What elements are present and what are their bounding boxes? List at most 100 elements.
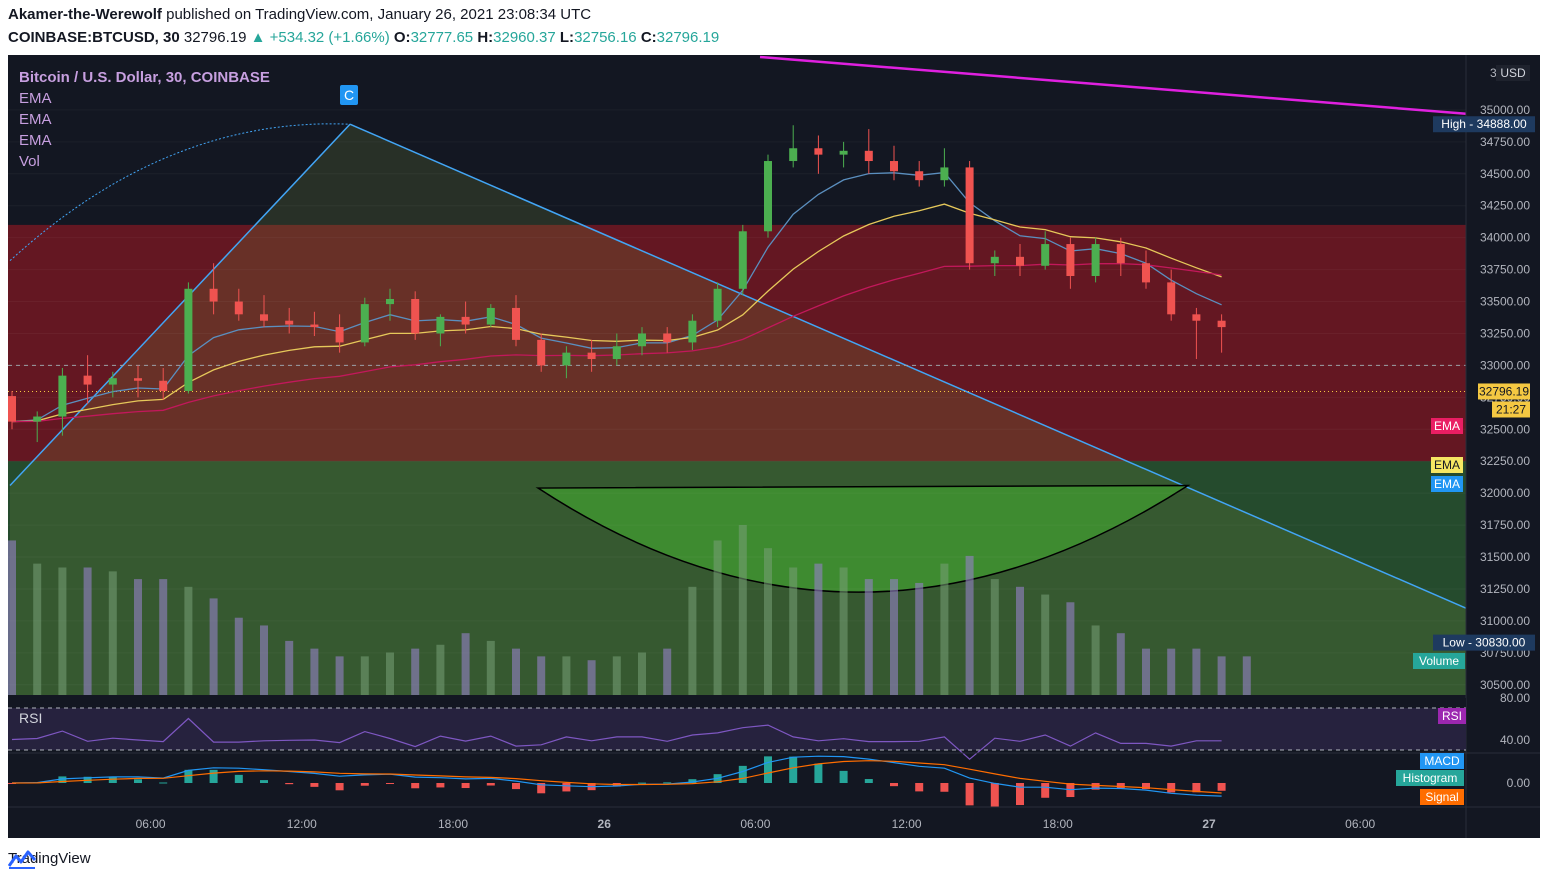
close-label: C: (640, 29, 657, 46)
macd-histogram-bar (8, 783, 16, 784)
histogram-badge-bg (1396, 770, 1464, 786)
candle-body (1217, 320, 1226, 328)
x-tick-label: 06:00 (136, 817, 166, 831)
candle-body (688, 320, 697, 343)
candle-body (915, 171, 924, 181)
macd-tick-zero: 0.00 (1507, 776, 1531, 790)
volume-bar (209, 598, 218, 695)
macd-histogram-bar (209, 769, 218, 783)
candle-body (990, 256, 999, 264)
publisher-line: Akamer-the-Werewolf published on Trading… (8, 6, 591, 23)
currency-badge: USD (1500, 66, 1526, 80)
ema3-badge: EMA (1434, 477, 1460, 491)
volume-bar (713, 540, 722, 695)
chart-panel[interactable]: C 35000.00 34750.00 34500.00 34250.00 34000.0… (8, 55, 1540, 838)
symbol-label: COINBASE:BTCUSD, 30 (8, 29, 180, 46)
macd-histogram-bar (814, 763, 823, 783)
y-tick-label: 34500.00 (1480, 167, 1530, 181)
candle-body (1167, 282, 1176, 315)
volume-bar (814, 563, 823, 695)
legend-ema-3[interactable]: EMA (19, 132, 52, 149)
macd-histogram-bar (537, 783, 546, 794)
x-tick-label: 12:00 (892, 817, 922, 831)
volume-bar (537, 656, 546, 695)
y-tick-label: 31000.00 (1480, 614, 1530, 628)
candle-body (8, 396, 16, 422)
candle-body (386, 298, 394, 305)
countdown-badge-bg (1492, 401, 1530, 418)
legend-ema-1[interactable]: EMA (19, 90, 52, 107)
y-tick-label: 32500.00 (1480, 422, 1530, 436)
rsi-tick-40: 40.00 (1500, 733, 1530, 747)
published-text: published on TradingView.com, January 26… (166, 6, 592, 23)
candle-body (310, 324, 319, 328)
low-badge: Low - 30830.00 (1443, 636, 1526, 650)
y-tick-label: 35000.00 (1480, 103, 1530, 117)
macd-histogram-bar (1167, 783, 1176, 793)
candle-body (134, 378, 142, 381)
y-tick-label: 33000.00 (1480, 358, 1530, 372)
volume-bar (965, 555, 974, 695)
volume-bar (1242, 656, 1251, 695)
volume-bar (335, 656, 344, 695)
macd-histogram-bar (108, 777, 117, 783)
macd-histogram-bar (562, 783, 571, 792)
rsi-badge: RSI (1442, 709, 1462, 723)
candle-body (1142, 263, 1150, 283)
last-price: 32796.19 (183, 29, 247, 46)
y-tick-label: 33250.00 (1480, 326, 1530, 340)
volume-bar (58, 567, 67, 695)
macd-histogram-bar (436, 783, 445, 788)
rsi-label: RSI (19, 710, 42, 726)
volume-bar (738, 525, 747, 695)
ohlc-line: COINBASE:BTCUSD, 30 32796.19 ▲ +534.32 (… (8, 29, 719, 46)
last-price-badge-bg (1478, 383, 1530, 400)
macd-histogram-bar (688, 779, 697, 783)
volume-bar (1116, 633, 1125, 695)
open-value: 32777.65 (410, 29, 474, 46)
candle-body (1041, 244, 1050, 266)
candle-body (638, 333, 646, 347)
legend-ema-2[interactable]: EMA (19, 111, 52, 128)
volume-bar (33, 563, 42, 695)
volume-badge-bg (1413, 653, 1465, 669)
author-name[interactable]: Akamer-the-Werewolf (8, 6, 162, 23)
candle-body (612, 346, 621, 360)
volume-bar (159, 579, 168, 695)
volume-bar (1016, 586, 1024, 695)
candle-body (360, 304, 369, 343)
macd-histogram-bar (965, 783, 974, 806)
volume-bar (562, 656, 571, 695)
candle-body (108, 378, 117, 385)
magenta-trendline (759, 55, 1467, 116)
volume-bar (789, 567, 798, 695)
legend-title[interactable]: Bitcoin / U.S. Dollar, 30, COINBASE (19, 69, 270, 86)
histogram-badge: Histogram (1403, 771, 1458, 785)
footer-brand[interactable]: TradingView (8, 850, 91, 869)
macd-histogram-bar (184, 769, 193, 783)
candle-body (335, 327, 344, 343)
macd-histogram-bar (839, 770, 848, 783)
signal-badge: Signal (1425, 790, 1458, 804)
open-label: O: (393, 29, 411, 46)
y-tick-label: 32250.00 (1480, 454, 1530, 468)
volume-bar (915, 582, 924, 695)
volume-bar (587, 660, 596, 695)
macd-line (11, 755, 1222, 797)
y-tick-label: 31750.00 (1480, 518, 1530, 532)
macd-histogram-bar (764, 756, 772, 783)
legend-vol[interactable]: Vol (19, 153, 40, 170)
macd-histogram-bar (310, 783, 319, 787)
ema1-badge-bg (1431, 418, 1463, 434)
macd-histogram-bar (1041, 783, 1050, 798)
y-tick-label: 34250.00 (1480, 199, 1530, 213)
volume-bar (1167, 648, 1176, 695)
macd-histogram-bar (260, 780, 268, 783)
price-chart[interactable]: C 35000.00 34750.00 34500.00 34250.00 34000.0… (8, 55, 1540, 838)
volume-bar (411, 648, 420, 695)
macd-histogram-bar (134, 779, 142, 783)
rsi-line (11, 717, 1222, 760)
high-badge-bg (1433, 116, 1535, 133)
volume-bar (940, 563, 949, 695)
y-tick-label: 31250.00 (1480, 582, 1530, 596)
